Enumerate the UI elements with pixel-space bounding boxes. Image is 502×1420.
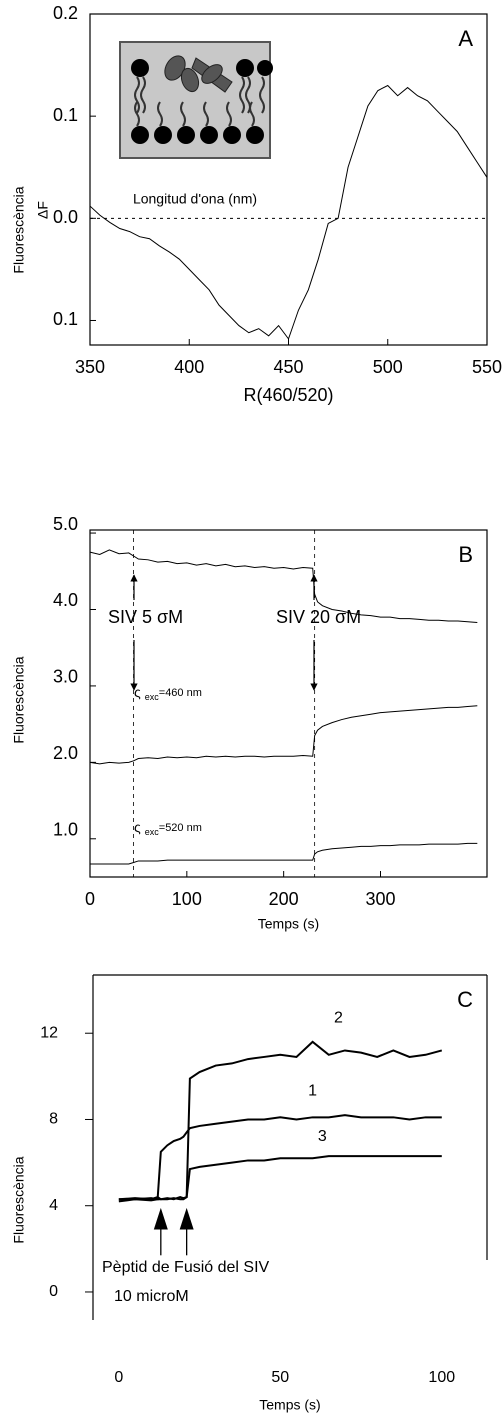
arrow-head (179, 1207, 194, 1230)
x-axis-label: Temps (s) (259, 1397, 320, 1413)
y-axis-label-2: ΔF (35, 201, 51, 219)
panel-label: C (457, 987, 473, 1012)
y-tick-label: 1.0 (53, 820, 78, 840)
exc-symbol: ς (134, 819, 141, 835)
exc-label: ς exc=460 nm (134, 684, 202, 703)
curve-label: 2 (334, 1009, 343, 1026)
data-line (118, 1155, 442, 1203)
x-tick-label: 400 (174, 357, 204, 377)
y-tick-label: 12 (40, 1024, 58, 1041)
plot-frame (89, 529, 488, 878)
y-tick-label: 0.0 (53, 207, 78, 227)
annotation: SIV 20 σM (276, 607, 361, 627)
x-tick-label: 450 (273, 357, 303, 377)
x-tick-label: 100 (172, 889, 202, 909)
y-tick-label: 8 (49, 1111, 58, 1128)
data-line (89, 705, 478, 765)
data-line (118, 1114, 442, 1201)
x-tick-label: 0 (85, 889, 95, 909)
y-tick-label: 5.0 (53, 514, 78, 534)
panel-label: B (458, 542, 473, 567)
exc-symbol: ς (134, 684, 141, 700)
data-line (118, 1040, 443, 1201)
x-tick-label: 50 (271, 1369, 289, 1386)
exc-text: =460 nm (159, 687, 202, 699)
arrow-head (153, 1207, 168, 1230)
x-axis-label: Temps (s) (258, 916, 319, 932)
annotation: SIV 5 σM (108, 607, 183, 627)
data-line (90, 842, 478, 865)
y-tick-label: 3.0 (53, 667, 78, 687)
x-axis-label: R(460/520) (243, 385, 333, 405)
y-tick-label: 2.0 (53, 743, 78, 763)
exc-label: ς exc=520 nm (134, 819, 202, 838)
x-tick-label: 500 (373, 357, 403, 377)
exc-subscript: exc (145, 827, 160, 837)
x-tick-label: 0 (114, 1369, 123, 1386)
y-axis-label: Fluorescència (11, 656, 27, 743)
x-tick-label: 200 (269, 889, 299, 909)
panel-label: A (458, 26, 473, 51)
membrane-inset (119, 41, 273, 159)
y-axis-label: Fluorescència (11, 186, 27, 273)
curve-label: 1 (308, 1083, 317, 1100)
y-tick-label: 0 (49, 1283, 58, 1300)
y-tick-label: 0.2 (53, 3, 78, 23)
annotation: 10 microM (114, 1288, 189, 1305)
y-tick-label: 4 (49, 1197, 58, 1214)
x-tick-label: 550 (472, 357, 502, 377)
x-tick-label: 350 (75, 357, 105, 377)
data-line (89, 84, 488, 340)
exc-subscript: exc (145, 692, 160, 702)
y-axis-label: Fluorescència (11, 1156, 27, 1243)
x-tick-label: 300 (365, 889, 395, 909)
annotation: Pèptid de Fusió del SIV (102, 1259, 270, 1276)
x-tick-label: 100 (428, 1369, 455, 1386)
y-tick-label: 0.1 (53, 105, 78, 125)
b-arrows (130, 574, 318, 691)
exc-text: =520 nm (159, 822, 202, 834)
y-tick-label: 0.1 (53, 309, 78, 329)
curve-label: 3 (318, 1128, 327, 1145)
data-line (89, 549, 478, 623)
annotation: Longitud d'ona (nm) (133, 191, 257, 207)
y-tick-label: 4.0 (53, 590, 78, 610)
